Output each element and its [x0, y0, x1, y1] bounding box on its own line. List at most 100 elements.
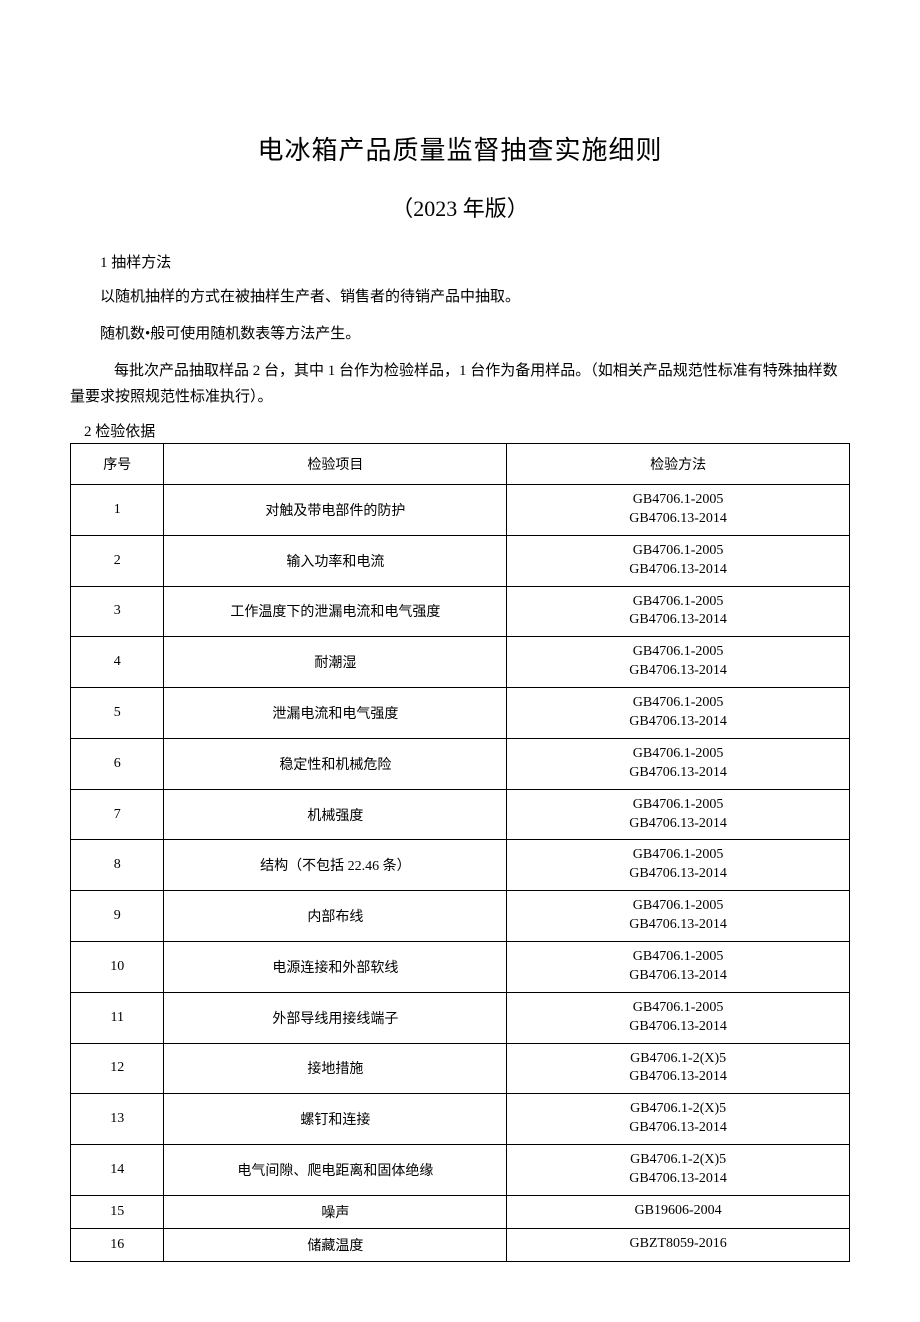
cell-item: 机械强度	[164, 789, 507, 840]
document-title: 电冰箱产品质量监督抽查实施细则	[70, 130, 850, 167]
table-row: 9内部布线GB4706.1-2005GB4706.13-2014	[71, 891, 850, 942]
table-header-row: 序号 检验项目 检验方法	[71, 444, 850, 485]
method-line: GB4706.13-2014	[511, 662, 845, 681]
method-line: GB4706.1-2(X)5	[511, 1100, 845, 1119]
method-line: GB4706.1-2005	[511, 643, 845, 662]
cell-seq: 15	[71, 1195, 164, 1228]
table-row: 13螺钉和连接GB4706.1-2(X)5GB4706.13-2014	[71, 1094, 850, 1145]
cell-item: 储藏温度	[164, 1228, 507, 1261]
table-row: 7机械强度GB4706.1-2005GB4706.13-2014	[71, 789, 850, 840]
cell-method: GB4706.1-2005GB4706.13-2014	[507, 637, 850, 688]
method-line: GB4706.1-2(X)5	[511, 1050, 845, 1069]
method-line: GB4706.1-2005	[511, 491, 845, 510]
cell-item: 外部导线用接线端子	[164, 992, 507, 1043]
cell-seq: 4	[71, 637, 164, 688]
col-header-item: 检验项目	[164, 444, 507, 485]
cell-item: 对触及带电部件的防护	[164, 485, 507, 536]
cell-seq: 6	[71, 738, 164, 789]
cell-item: 内部布线	[164, 891, 507, 942]
table-row: 3工作温度下的泄漏电流和电气强度GB4706.1-2005GB4706.13-2…	[71, 586, 850, 637]
method-line: GB4706.1-2005	[511, 846, 845, 865]
cell-seq: 3	[71, 586, 164, 637]
table-row: 4耐潮湿GB4706.1-2005GB4706.13-2014	[71, 637, 850, 688]
cell-method: GB4706.1-2(X)5GB4706.13-2014	[507, 1043, 850, 1094]
method-line: GB4706.13-2014	[511, 967, 845, 986]
cell-seq: 14	[71, 1145, 164, 1196]
document-page: 电冰箱产品质量监督抽查实施细则 （2023 年版） 1 抽样方法 以随机抽样的方…	[0, 0, 920, 1322]
cell-seq: 2	[71, 535, 164, 586]
cell-item: 稳定性和机械危险	[164, 738, 507, 789]
cell-method: GB19606-2004	[507, 1195, 850, 1228]
method-line: GB19606-2004	[511, 1202, 845, 1221]
cell-method: GBZT8059-2016	[507, 1228, 850, 1261]
cell-item: 结构（不包括 22.46 条）	[164, 840, 507, 891]
cell-item: 输入功率和电流	[164, 535, 507, 586]
method-line: GB4706.1-2(X)5	[511, 1151, 845, 1170]
method-line: GB4706.13-2014	[511, 764, 845, 783]
method-line: GB4706.1-2005	[511, 593, 845, 612]
method-line: GBZT8059-2016	[511, 1235, 845, 1254]
cell-seq: 13	[71, 1094, 164, 1145]
table-row: 6稳定性和机械危险GB4706.1-2005GB4706.13-2014	[71, 738, 850, 789]
table-row: 1对触及带电部件的防护GB4706.1-2005GB4706.13-2014	[71, 485, 850, 536]
method-line: GB4706.13-2014	[511, 865, 845, 884]
method-line: GB4706.1-2005	[511, 999, 845, 1018]
paragraph-3: 每批次产品抽取样品 2 台，其中 1 台作为检验样品，1 台作为备用样品。（如相…	[70, 359, 850, 410]
cell-item: 电气间隙、爬电距离和固体绝缘	[164, 1145, 507, 1196]
inspection-table: 序号 检验项目 检验方法 1对触及带电部件的防护GB4706.1-2005GB4…	[70, 443, 850, 1262]
table-row: 5泄漏电流和电气强度GB4706.1-2005GB4706.13-2014	[71, 688, 850, 739]
method-line: GB4706.13-2014	[511, 1018, 845, 1037]
table-row: 14电气间隙、爬电距离和固体绝缘GB4706.1-2(X)5GB4706.13-…	[71, 1145, 850, 1196]
cell-method: GB4706.1-2005GB4706.13-2014	[507, 891, 850, 942]
cell-item: 泄漏电流和电气强度	[164, 688, 507, 739]
cell-method: GB4706.1-2005GB4706.13-2014	[507, 688, 850, 739]
document-subtitle: （2023 年版）	[70, 191, 850, 223]
method-line: GB4706.1-2005	[511, 694, 845, 713]
cell-method: GB4706.1-2(X)5GB4706.13-2014	[507, 1094, 850, 1145]
table-row: 8结构（不包括 22.46 条）GB4706.1-2005GB4706.13-2…	[71, 840, 850, 891]
method-line: GB4706.1-2005	[511, 948, 845, 967]
table-row: 16储藏温度GBZT8059-2016	[71, 1228, 850, 1261]
paragraph-1: 以随机抽样的方式在被抽样生产者、销售者的待销产品中抽取。	[70, 286, 850, 309]
method-line: GB4706.13-2014	[511, 1170, 845, 1189]
cell-item: 接地措施	[164, 1043, 507, 1094]
cell-seq: 16	[71, 1228, 164, 1261]
method-line: GB4706.13-2014	[511, 1068, 845, 1087]
cell-seq: 7	[71, 789, 164, 840]
cell-item: 螺钉和连接	[164, 1094, 507, 1145]
cell-item: 噪声	[164, 1195, 507, 1228]
cell-method: GB4706.1-2005GB4706.13-2014	[507, 840, 850, 891]
table-row: 2输入功率和电流GB4706.1-2005GB4706.13-2014	[71, 535, 850, 586]
cell-method: GB4706.1-2005GB4706.13-2014	[507, 738, 850, 789]
col-header-seq: 序号	[71, 444, 164, 485]
method-line: GB4706.13-2014	[511, 815, 845, 834]
method-line: GB4706.13-2014	[511, 611, 845, 630]
table-row: 10电源连接和外部软线GB4706.1-2005GB4706.13-2014	[71, 942, 850, 993]
method-line: GB4706.13-2014	[511, 1119, 845, 1138]
method-line: GB4706.13-2014	[511, 510, 845, 529]
col-header-method: 检验方法	[507, 444, 850, 485]
cell-seq: 11	[71, 992, 164, 1043]
section-2-heading: 2 检验依据	[70, 420, 850, 441]
cell-method: GB4706.1-2005GB4706.13-2014	[507, 586, 850, 637]
section-1-heading: 1 抽样方法	[70, 251, 850, 272]
cell-method: GB4706.1-2(X)5GB4706.13-2014	[507, 1145, 850, 1196]
cell-method: GB4706.1-2005GB4706.13-2014	[507, 535, 850, 586]
cell-seq: 1	[71, 485, 164, 536]
cell-seq: 8	[71, 840, 164, 891]
method-line: GB4706.1-2005	[511, 542, 845, 561]
table-row: 11外部导线用接线端子GB4706.1-2005GB4706.13-2014	[71, 992, 850, 1043]
table-row: 15噪声GB19606-2004	[71, 1195, 850, 1228]
method-line: GB4706.13-2014	[511, 561, 845, 580]
cell-item: 工作温度下的泄漏电流和电气强度	[164, 586, 507, 637]
paragraph-2: 随机数•般可使用随机数表等方法产生。	[70, 323, 850, 346]
method-line: GB4706.13-2014	[511, 916, 845, 935]
cell-method: GB4706.1-2005GB4706.13-2014	[507, 485, 850, 536]
method-line: GB4706.1-2005	[511, 897, 845, 916]
cell-seq: 12	[71, 1043, 164, 1094]
cell-method: GB4706.1-2005GB4706.13-2014	[507, 789, 850, 840]
cell-seq: 5	[71, 688, 164, 739]
cell-method: GB4706.1-2005GB4706.13-2014	[507, 942, 850, 993]
cell-seq: 9	[71, 891, 164, 942]
method-line: GB4706.13-2014	[511, 713, 845, 732]
